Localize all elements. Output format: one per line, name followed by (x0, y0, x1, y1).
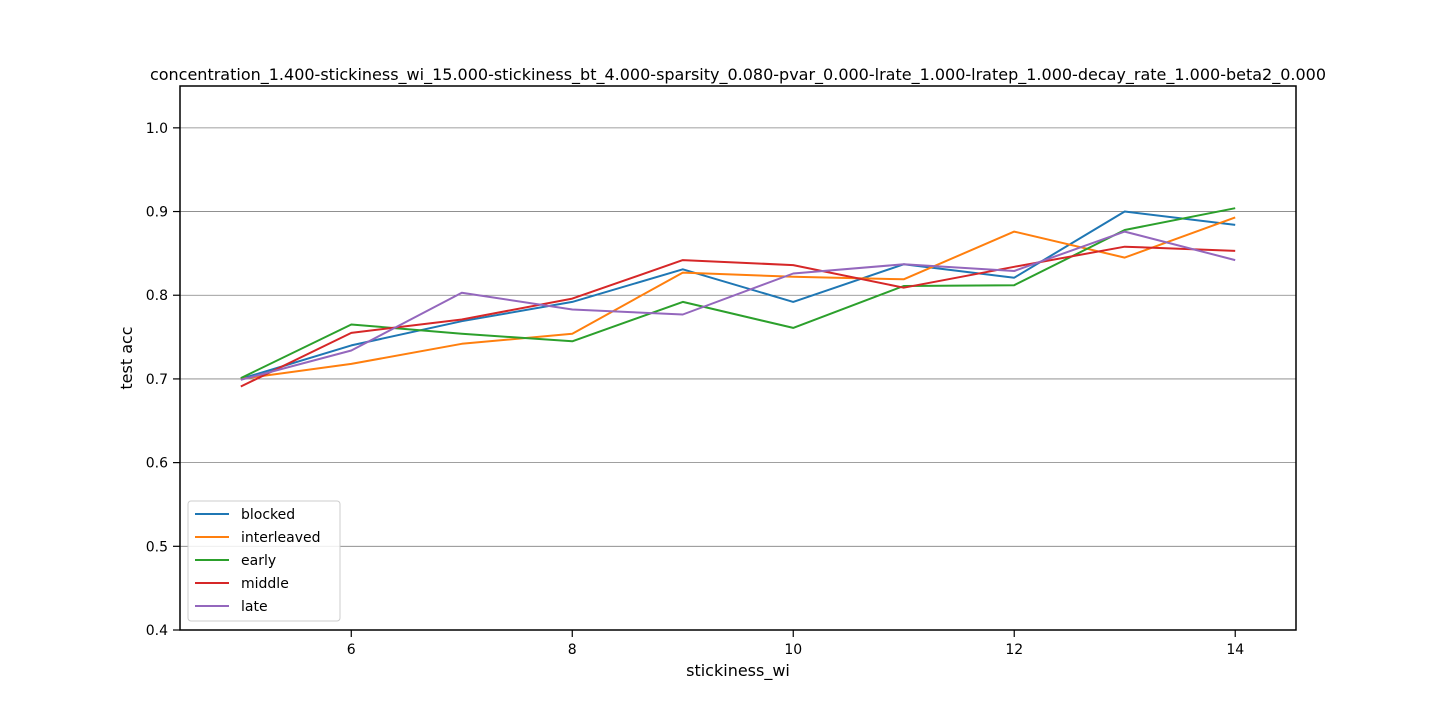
series-line-late (240, 230, 1236, 381)
plot-frame (179, 85, 1297, 631)
x-tick-label: 12 (1005, 642, 1023, 658)
chart-title: concentration_1.400-stickiness_wi_15.000… (150, 65, 1326, 85)
legend-box (187, 500, 341, 622)
legend-label: early (241, 553, 276, 569)
tick-layer: 0.4 0.5 0.6 0.7 0.8 0.9 1.0 6 8 10 12 14 (146, 121, 1244, 658)
y-tick-label: 0.8 (146, 288, 168, 304)
legend-label: late (241, 599, 268, 615)
y-tick-label: 0.5 (146, 539, 168, 555)
legend-label: interleaved (241, 530, 321, 546)
y-tick-label: 0.7 (146, 372, 168, 388)
y-axis-label: test acc (117, 326, 136, 389)
grid-layer (180, 127, 1296, 631)
x-tick-label: 10 (784, 642, 802, 658)
legend: blocked interleaved early middle late (187, 500, 341, 622)
series-line-interleaved (240, 216, 1236, 380)
y-tick-label: 0.4 (146, 623, 168, 639)
x-axis-label: stickiness_wi (686, 661, 790, 681)
x-tick-label: 8 (568, 642, 577, 658)
series-line-middle (240, 245, 1236, 388)
legend-label: middle (241, 576, 289, 592)
legend-label: blocked (241, 507, 295, 523)
x-tick-label: 6 (347, 642, 356, 658)
x-tick-label: 14 (1226, 642, 1244, 658)
y-tick-label: 0.9 (146, 205, 168, 221)
y-tick-label: 1.0 (146, 121, 168, 137)
y-tick-label: 0.6 (146, 456, 168, 472)
series-layer (240, 207, 1236, 388)
